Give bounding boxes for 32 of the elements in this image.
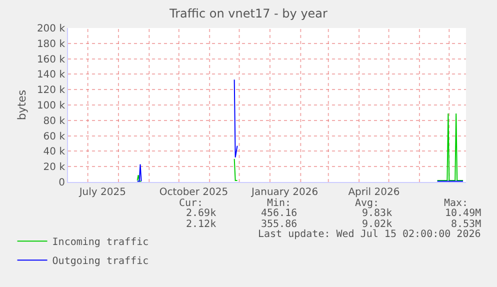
legend-label: Outgoing traffic xyxy=(52,256,149,268)
y-tick-label: 140 k xyxy=(36,70,66,81)
text: 2.69k xyxy=(186,208,216,219)
x-tick-label: July 2025 xyxy=(78,187,126,198)
text: 456.16 xyxy=(261,208,298,219)
text: 8.53M xyxy=(451,219,482,230)
y-tick-label: 100 k xyxy=(36,100,66,112)
x-tick-label: October 2025 xyxy=(159,187,228,198)
y-tick-label: 0 xyxy=(58,178,65,188)
text: 9.83k xyxy=(362,208,392,219)
text: Avg: xyxy=(355,198,380,209)
text: Max: xyxy=(444,198,468,209)
x-tick-label: April 2026 xyxy=(348,187,400,198)
text: 355.86 xyxy=(261,219,298,230)
y-tick-label: 20 k xyxy=(43,162,66,174)
y-tick-label: 40 k xyxy=(43,146,66,158)
text: 2.12k xyxy=(186,219,216,230)
text: Cur: xyxy=(179,198,204,209)
y-axis-title: bytes xyxy=(16,90,29,120)
text: Last update: Wed Jul 15 02:00:00 2026 xyxy=(258,229,481,240)
x-tick-label: January 2026 xyxy=(250,187,318,198)
text: 9.02k xyxy=(362,219,392,230)
y-tick-label: 180 k xyxy=(36,38,66,50)
y-tick-label: 80 k xyxy=(43,116,66,127)
text: 10.49M xyxy=(445,208,482,219)
y-tick-label: 160 k xyxy=(36,54,66,66)
y-tick-label: 60 k xyxy=(43,131,66,142)
legend-label: Incoming traffic xyxy=(52,237,149,248)
text: Min: xyxy=(267,198,292,209)
y-tick-label: 120 k xyxy=(36,85,66,96)
chart-title: Traffic on vnet17 - by year xyxy=(168,6,328,20)
y-tick-label: 200 k xyxy=(36,24,66,34)
